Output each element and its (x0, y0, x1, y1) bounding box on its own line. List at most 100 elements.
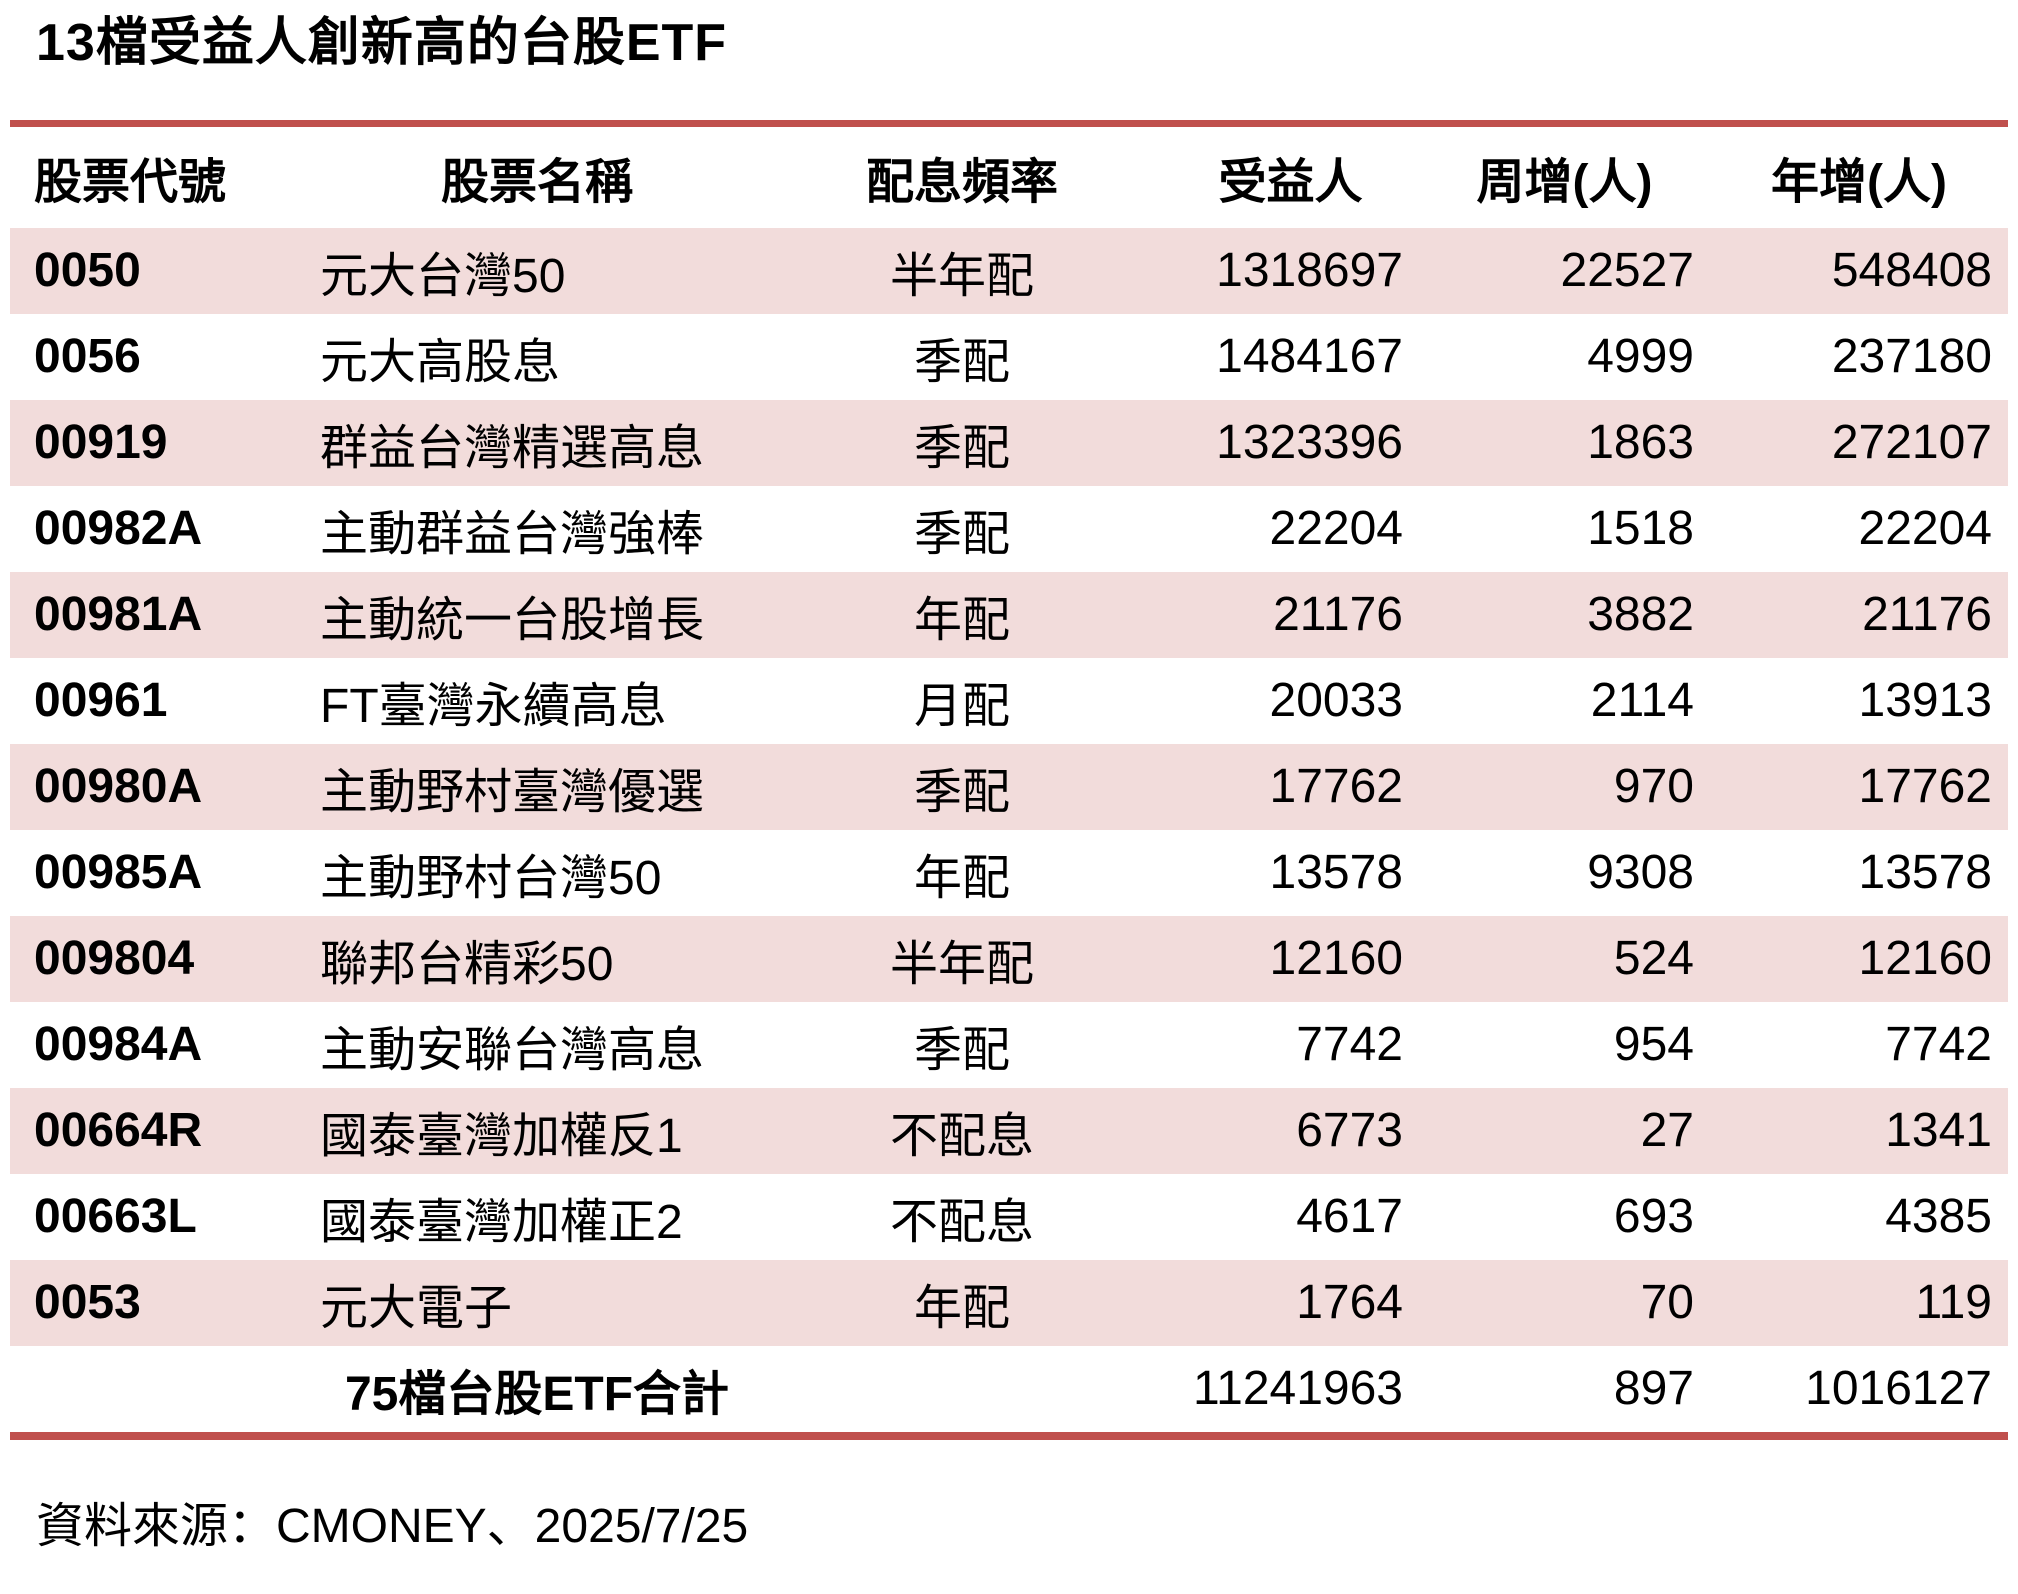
stock-name-cell: 元大台灣50 (320, 249, 566, 303)
weekly-increase-cell: 22527 (1560, 244, 1694, 298)
yearly-increase-cell: 4385 (1885, 1190, 1992, 1244)
dividend-freq-cell: 季配 (913, 507, 1010, 561)
beneficiaries-cell: 17762 (1269, 760, 1403, 814)
weekly-increase-cell: 3882 (1587, 588, 1694, 642)
table-row: 009804 聯邦台精彩50 半年配 12160 524 12160 (10, 915, 2008, 1002)
stock-name-cell: FT臺灣永續高息 (320, 679, 667, 733)
total-yearly-increase: 1016127 (1805, 1362, 1992, 1416)
beneficiaries-cell: 20033 (1269, 674, 1403, 728)
stock-code-cell: 00982A (34, 502, 203, 556)
beneficiaries-cell: 13578 (1269, 846, 1403, 900)
weekly-increase-cell: 970 (1613, 760, 1694, 814)
beneficiaries-cell: 12160 (1269, 932, 1403, 986)
weekly-increase-cell: 9308 (1587, 846, 1694, 900)
header-stock-name: 股票名稱 (440, 156, 633, 210)
etf-table: 股票代號 股票名稱 配息頻率 受益人 周增(人) 年增(人) 0050 元大台灣5… (10, 127, 2008, 1432)
stock-name-cell: 群益台灣精選高息 (320, 421, 705, 475)
beneficiaries-cell: 1484167 (1216, 330, 1403, 384)
yearly-increase-cell: 13913 (1858, 674, 1992, 728)
beneficiaries-cell: 22204 (1269, 502, 1403, 556)
total-beneficiaries: 11241963 (1193, 1362, 1403, 1416)
weekly-increase-cell: 693 (1613, 1190, 1694, 1244)
weekly-increase-cell: 27 (1640, 1104, 1694, 1158)
table-row: 00663L 國泰臺灣加權正2 不配息 4617 693 4385 (10, 1174, 2008, 1260)
header-row: 股票代號 股票名稱 配息頻率 受益人 周增(人) 年增(人) (10, 127, 2008, 228)
stock-code-cell: 00919 (34, 416, 168, 470)
beneficiaries-cell: 21176 (1273, 588, 1403, 642)
top-rule-divider (10, 119, 2008, 127)
stock-code-cell: 00664R (34, 1104, 203, 1158)
stock-code-cell: 00663L (34, 1190, 197, 1244)
weekly-increase-cell: 2114 (1590, 674, 1694, 728)
stock-name-cell: 主動安聯台灣高息 (320, 1023, 705, 1077)
stock-code-cell: 00985A (34, 846, 203, 900)
stock-name-cell: 元大高股息 (320, 335, 561, 389)
stock-code-cell: 00980A (34, 760, 203, 814)
stock-name-cell: 主動野村台灣50 (320, 851, 662, 905)
stock-code-cell: 0056 (34, 330, 141, 384)
header-weekly-increase: 周增(人) (1476, 156, 1653, 210)
weekly-increase-cell: 524 (1613, 932, 1694, 986)
table-row: 00984A 主動安聯台灣高息 季配 7742 954 7742 (10, 1002, 2008, 1088)
yearly-increase-cell: 7742 (1885, 1018, 1992, 1072)
dividend-freq-cell: 年配 (913, 1281, 1010, 1335)
stock-name-cell: 國泰臺灣加權正2 (320, 1195, 683, 1249)
beneficiaries-cell: 1323396 (1216, 416, 1403, 470)
weekly-increase-cell: 4999 (1587, 330, 1694, 384)
yearly-increase-cell: 22204 (1858, 502, 1992, 556)
dividend-freq-cell: 季配 (913, 335, 1010, 389)
dividend-freq-cell: 年配 (913, 851, 1010, 905)
yearly-increase-cell: 12160 (1858, 932, 1992, 986)
dividend-freq-cell: 季配 (913, 765, 1010, 819)
bottom-rule-divider (10, 1431, 2008, 1440)
header-stock-code: 股票代號 (34, 156, 227, 210)
total-label: 75檔台股ETF合計 (344, 1367, 730, 1421)
dividend-freq-cell: 不配息 (889, 1109, 1034, 1163)
stock-code-cell: 0050 (34, 244, 141, 298)
beneficiaries-cell: 1764 (1296, 1276, 1403, 1330)
table-footer: 75檔台股ETF合計 11241963 897 1016127 (10, 1346, 2008, 1432)
table-row: 00919 群益台灣精選高息 季配 1323396 1863 272107 (10, 399, 2008, 486)
source-note: 資料來源：CMONEY、2025/7/25 (36, 1499, 749, 1553)
stock-code-cell: 009804 (34, 932, 195, 986)
weekly-increase-cell: 70 (1640, 1276, 1694, 1330)
weekly-increase-cell: 1518 (1587, 502, 1694, 556)
header-yearly-increase: 年增(人) (1771, 156, 1947, 210)
beneficiaries-cell: 1318697 (1216, 244, 1403, 298)
beneficiaries-cell: 4617 (1296, 1190, 1403, 1244)
beneficiaries-cell: 7742 (1296, 1018, 1403, 1072)
yearly-increase-cell: 548408 (1831, 244, 1992, 298)
total-row: 75檔台股ETF合計 11241963 897 1016127 (10, 1346, 2008, 1432)
yearly-increase-cell: 21176 (1862, 588, 1992, 642)
total-empty-code (10, 1346, 312, 1432)
table-row: 00961 FT臺灣永續高息 月配 20033 2114 13913 (10, 658, 2008, 744)
stock-name-cell: 主動野村臺灣優選 (320, 765, 705, 819)
stock-code-cell: 00981A (34, 588, 203, 642)
yearly-increase-cell: 13578 (1858, 846, 1992, 900)
dividend-freq-cell: 半年配 (889, 249, 1034, 303)
stock-name-cell: 聯邦台精彩50 (320, 937, 614, 991)
table-body: 0050 元大台灣50 半年配 1318697 22527 548408 0056 元大高股息… (10, 227, 2008, 1346)
header-dividend-frequency: 配息頻率 (865, 156, 1058, 210)
yearly-increase-cell: 1341 (1885, 1104, 1992, 1158)
yearly-increase-cell: 237180 (1831, 330, 1992, 384)
stock-code-cell: 00961 (34, 674, 168, 728)
weekly-increase-cell: 1863 (1587, 416, 1694, 470)
stock-code-cell: 0053 (34, 1276, 141, 1330)
yearly-increase-cell: 17762 (1858, 760, 1992, 814)
header-beneficiaries: 受益人 (1218, 156, 1363, 210)
total-empty-freq (762, 1346, 1162, 1432)
weekly-increase-cell: 954 (1613, 1018, 1694, 1072)
table-row: 00664R 國泰臺灣加權反1 不配息 6773 27 1341 (10, 1087, 2008, 1174)
stock-name-cell: 主動統一台股增長 (320, 593, 705, 647)
total-weekly-increase: 897 (1613, 1362, 1694, 1416)
page-title: 13檔受益人創新高的台股ETF (36, 14, 728, 72)
stock-name-cell: 元大電子 (320, 1281, 513, 1335)
dividend-freq-cell: 不配息 (889, 1195, 1034, 1249)
table-row: 00985A 主動野村台灣50 年配 13578 9308 13578 (10, 830, 2008, 916)
yearly-increase-cell: 272107 (1831, 416, 1992, 470)
table-header: 股票代號 股票名稱 配息頻率 受益人 周增(人) 年增(人) (10, 127, 2008, 228)
table-row: 0050 元大台灣50 半年配 1318697 22527 548408 (10, 227, 2008, 314)
stock-code-cell: 00984A (34, 1018, 203, 1072)
table-row: 0056 元大高股息 季配 1484167 4999 237180 (10, 314, 2008, 400)
